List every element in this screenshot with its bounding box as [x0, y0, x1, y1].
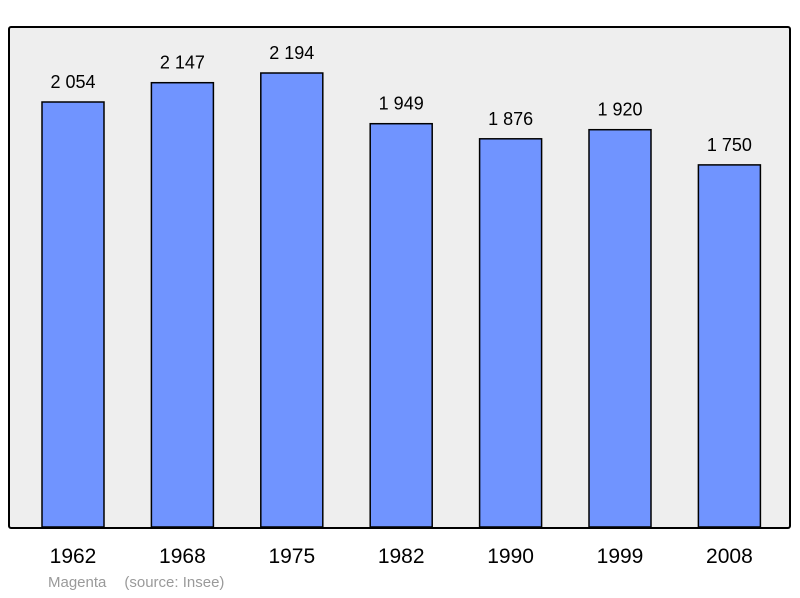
- bar-1968: [150, 81, 215, 528]
- bar-1962: [41, 101, 105, 528]
- value-label-1982: 1 949: [379, 94, 424, 114]
- x-tick-label-1982: 1982: [378, 545, 425, 568]
- value-label-1975: 2 194: [269, 43, 314, 63]
- x-tick-label-1975: 1975: [268, 545, 315, 568]
- bar-2008: [697, 164, 762, 528]
- bar-1975: [260, 72, 324, 528]
- x-tick-label-1999: 1999: [597, 545, 644, 568]
- bar-1990: [478, 138, 543, 528]
- source-note: (source: Insee): [124, 574, 225, 591]
- value-labels-layer: 2 054 2 147 2 194 1 949 1 876 1 920 1 750: [50, 43, 751, 155]
- x-tick-label-1962: 1962: [50, 545, 97, 568]
- x-tick-label-2008: 2008: [706, 545, 753, 568]
- bar-1999: [588, 128, 652, 528]
- bars-layer: [41, 72, 762, 528]
- place-name: Magenta: [48, 574, 107, 591]
- bar-1982: [369, 122, 433, 528]
- value-label-2008: 1 750: [707, 135, 752, 155]
- x-tick-labels-layer: 1962 1968 1975 1982 1990 1999 2008: [50, 545, 753, 568]
- value-label-1962: 2 054: [50, 72, 95, 92]
- chart-caption: Magenta (source: Insee): [48, 574, 224, 591]
- value-label-1990: 1 876: [488, 109, 533, 129]
- x-tick-label-1990: 1990: [487, 545, 534, 568]
- x-tick-label-1968: 1968: [159, 545, 206, 568]
- value-label-1968: 2 147: [160, 53, 205, 73]
- value-label-1999: 1 920: [597, 100, 642, 120]
